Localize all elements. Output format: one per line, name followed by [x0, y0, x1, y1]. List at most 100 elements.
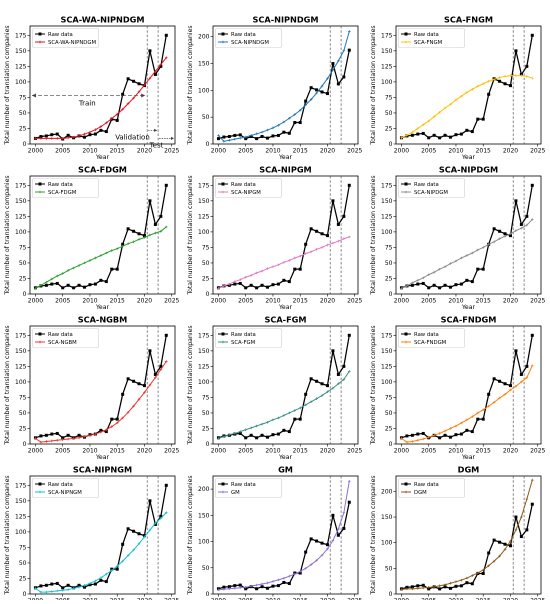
model-point: [266, 267, 269, 270]
y-tick-label: 150: [15, 498, 27, 505]
raw-data-point: [315, 88, 319, 92]
model-point: [454, 98, 458, 102]
y-tick-label: 25: [385, 125, 393, 132]
model-point: [228, 138, 231, 142]
raw-data-point: [104, 130, 108, 134]
model-point: [421, 276, 425, 280]
raw-data-point: [287, 430, 291, 434]
raw-data-point: [492, 377, 496, 381]
y-tick-label: 50: [385, 260, 393, 267]
model-point: [411, 587, 414, 591]
model-point: [487, 564, 490, 568]
model-point: [520, 226, 523, 230]
model-point: [244, 135, 248, 139]
plot-frame: [212, 175, 359, 295]
plot-frame: [29, 25, 176, 145]
model-point: [34, 437, 37, 440]
model-point: [342, 378, 346, 381]
model-point: [282, 120, 286, 124]
model-point: [525, 223, 529, 227]
raw-data-line: [401, 504, 533, 590]
raw-data-point: [525, 364, 529, 368]
model-point: [347, 370, 351, 373]
raw-data-point: [514, 199, 518, 203]
raw-data-point: [454, 283, 458, 287]
model-point: [293, 572, 297, 576]
model-point: [233, 280, 237, 283]
raw-data-point: [498, 79, 502, 83]
plot-area: [33, 483, 168, 594]
raw-data-point: [449, 135, 453, 139]
model-point: [498, 396, 501, 400]
model-point: [282, 261, 286, 264]
model-point: [421, 586, 425, 590]
model-point: [50, 590, 54, 593]
x-tick-label: 2025: [164, 448, 179, 455]
raw-data-point: [315, 229, 319, 233]
raw-data-point: [266, 285, 270, 289]
model-point: [137, 90, 141, 94]
raw-data-point: [77, 583, 81, 587]
model-point: [476, 571, 480, 575]
model-point: [481, 568, 485, 572]
model-point: [509, 74, 512, 77]
y-tick-label: 75: [385, 394, 393, 401]
raw-data-point: [508, 384, 512, 388]
y-tick-label: 50: [202, 114, 210, 121]
model-point: [121, 107, 124, 111]
model-point: [238, 278, 242, 282]
legend-swatch-marker: [38, 340, 42, 344]
raw-data-point: [298, 417, 302, 421]
model-point: [99, 430, 103, 434]
model-point: [105, 251, 108, 255]
model-point: [525, 497, 529, 501]
raw-data-point: [137, 532, 141, 536]
raw-data-point: [83, 585, 87, 589]
y-tick-label: 125: [381, 363, 393, 370]
model-point: [72, 437, 75, 440]
model-point: [443, 429, 447, 433]
raw-data-point: [66, 583, 70, 587]
raw-data-point: [298, 267, 302, 271]
raw-data-point: [266, 435, 270, 439]
model-point: [520, 380, 523, 384]
raw-data-point: [233, 133, 237, 137]
raw-data-point: [519, 372, 523, 376]
raw-data-point: [525, 214, 529, 218]
model-point: [94, 128, 97, 132]
subplot-title: SCA-NIPDGM: [439, 165, 498, 175]
y-tick-label: 0: [389, 441, 393, 448]
raw-data-point: [50, 582, 54, 586]
x-tick-label: 2020: [137, 298, 152, 305]
raw-data-point: [222, 585, 226, 589]
plot-area: [216, 183, 351, 290]
x-tick-label: 2025: [347, 448, 362, 455]
legend: Raw data SCA-FGM: [215, 328, 282, 348]
legend-label: Raw data: [48, 332, 73, 338]
raw-data-line: [218, 185, 350, 289]
model-point: [83, 435, 86, 438]
raw-data-point: [66, 433, 70, 437]
model-point: [115, 112, 119, 116]
train-arrow-head-right: [141, 93, 146, 98]
raw-data-point: [336, 533, 340, 537]
raw-data-point: [459, 432, 463, 436]
raw-data-point: [293, 121, 297, 125]
legend: Raw data GM: [215, 478, 282, 498]
validation-arrow-head: [154, 128, 158, 132]
raw-data-point: [287, 582, 291, 586]
y-tick-label: 150: [198, 61, 210, 68]
raw-data-point: [421, 431, 425, 435]
model-point: [260, 130, 264, 134]
raw-data-point: [287, 131, 291, 135]
model-point: [509, 232, 512, 236]
y-tick-label: 125: [15, 513, 27, 520]
model-point: [337, 527, 340, 531]
raw-data-point: [487, 92, 491, 96]
legend: Raw data SCA-NGBM: [32, 328, 99, 348]
raw-data-point: [438, 136, 442, 140]
legend: Raw data SCA-FNDGM: [398, 328, 465, 348]
raw-data-point: [61, 436, 65, 440]
subplot-sca-wa-nipndgm: SCA-WA-NIPNDGM 2000 2005 2010 2015 2020 2025 0 2…: [4, 15, 180, 162]
